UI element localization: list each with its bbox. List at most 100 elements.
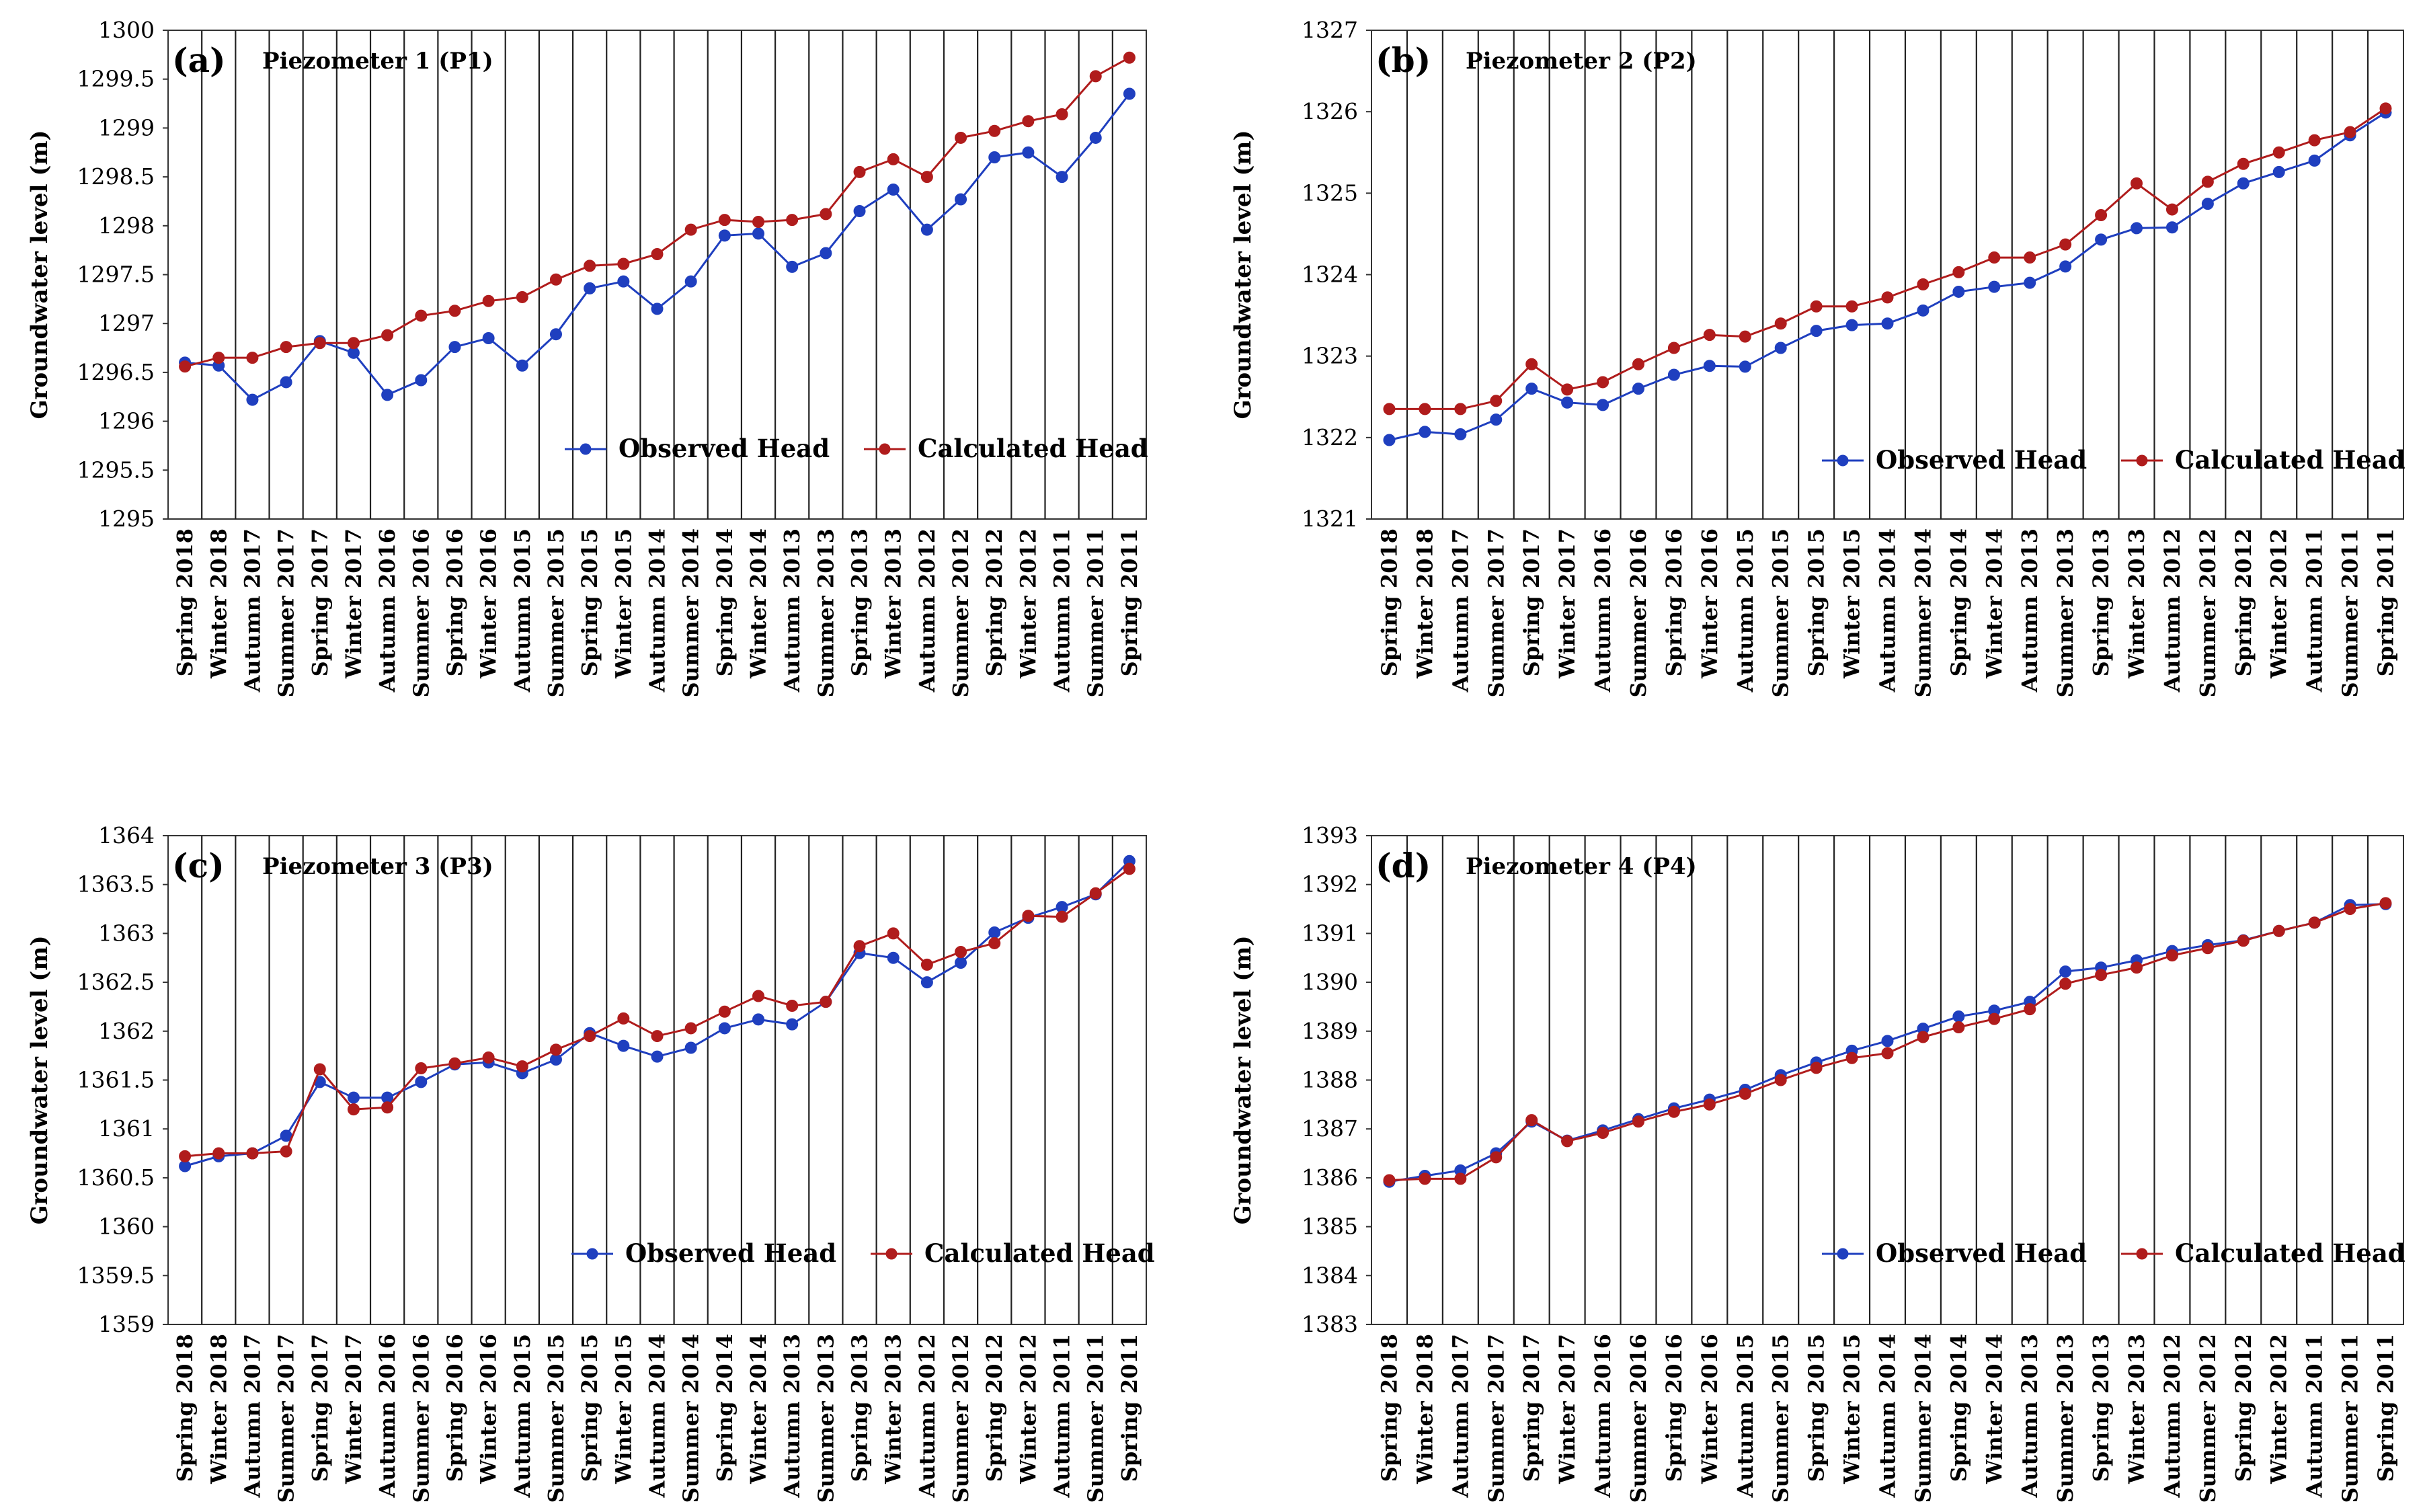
data-point-calculated (584, 260, 596, 272)
x-tick-label: Winter 2017 (1554, 1334, 1580, 1484)
data-point-calculated (2201, 942, 2214, 955)
data-point-calculated (516, 1060, 528, 1073)
x-tick-label: Summer 2017 (1483, 528, 1509, 698)
x-tick-label: Summer 2011 (1083, 1334, 1109, 1503)
data-point-observed (2059, 965, 2072, 978)
x-tick-label: Autumn 2013 (779, 1334, 805, 1498)
x-tick-label: Summer 2015 (1768, 1334, 1794, 1503)
y-tick-label: 1325 (1302, 180, 1358, 206)
x-tick-label: Autumn 2013 (2017, 1334, 2042, 1498)
data-point-calculated (1561, 383, 1574, 396)
x-tick-label: Spring 2018 (172, 1334, 198, 1482)
y-tick-label: 1297.5 (77, 262, 155, 288)
data-point-calculated (2131, 177, 2143, 190)
data-point-calculated (2237, 157, 2250, 170)
x-tick-label: Winter 2016 (476, 528, 502, 679)
x-tick-label: Summer 2013 (2053, 528, 2078, 698)
data-point-calculated (1089, 70, 1102, 83)
x-tick-label: Spring 2011 (2373, 528, 2399, 676)
data-point-calculated (1952, 266, 1965, 278)
data-point-calculated (212, 352, 225, 364)
data-point-calculated (988, 937, 1001, 949)
x-tick-label: Winter 2014 (1981, 528, 2007, 679)
x-tick-label: Summer 2016 (408, 528, 434, 698)
legend: Observed Head Calculated Head (1822, 445, 2405, 475)
data-point-calculated (1703, 329, 1716, 342)
data-point-observed (988, 151, 1001, 164)
data-point-observed (1703, 360, 1716, 372)
data-point-calculated (313, 337, 326, 350)
x-tick-label: Spring 2016 (442, 1334, 467, 1482)
data-point-calculated (482, 1051, 495, 1064)
data-point-calculated (2308, 916, 2321, 929)
y-tick-label: 1386 (1302, 1164, 1358, 1191)
data-point-observed (1419, 426, 1431, 438)
data-point-observed (280, 376, 292, 389)
data-point-observed (617, 1039, 630, 1052)
x-tick-label: Winter 2012 (2266, 528, 2292, 679)
x-tick-label: Winter 2013 (2124, 1334, 2149, 1484)
data-point-calculated (2237, 934, 2250, 947)
legend-swatch-marker (2136, 454, 2148, 467)
data-point-calculated (347, 337, 360, 350)
y-tick-label: 1296.5 (77, 359, 155, 385)
data-point-calculated (2095, 969, 2108, 982)
x-tick-label: Spring 2015 (577, 528, 602, 676)
legend-swatch-marker (580, 443, 592, 455)
x-tick-label: Summer 2012 (948, 1334, 973, 1503)
plot-area (167, 835, 1147, 1325)
data-point-calculated (1056, 910, 1068, 923)
data-point-calculated (1089, 887, 1102, 900)
x-tick-label: Spring 2015 (1804, 528, 1829, 676)
legend-label: Calculated Head (918, 434, 1148, 463)
x-tick-label: Autumn 2016 (1590, 528, 1616, 692)
panel-title: Piezometer 4 (P4) (1466, 853, 1697, 880)
x-tick-label: Spring 2018 (1376, 1334, 1402, 1482)
legend-label: Observed Head (1876, 445, 2087, 475)
x-tick-label: Autumn 2011 (2302, 528, 2327, 692)
y-tick-label: 1299.5 (77, 66, 155, 92)
x-tick-label: Summer 2011 (2338, 528, 2363, 698)
data-point-calculated (1525, 358, 1538, 370)
data-point-observed (549, 328, 562, 341)
x-tick-label: Summer 2017 (274, 528, 299, 698)
data-point-observed (1022, 146, 1035, 159)
data-point-calculated (1810, 300, 1823, 313)
data-point-calculated (820, 208, 832, 221)
x-tick-label: Spring 2014 (1946, 1334, 1971, 1482)
x-tick-label: Spring 2012 (2231, 1334, 2256, 1482)
data-point-calculated (2344, 903, 2356, 916)
data-point-calculated (1561, 1135, 1574, 1148)
panel-title: Piezometer 3 (P3) (262, 853, 493, 880)
data-point-calculated (2165, 203, 2178, 216)
data-point-calculated (1774, 1074, 1787, 1086)
data-point-observed (988, 926, 1001, 939)
data-point-calculated (1667, 1105, 1680, 1118)
x-tick-label: Winter 2018 (206, 1334, 231, 1484)
x-tick-label: Summer 2014 (678, 528, 704, 698)
data-point-observed (584, 282, 596, 294)
panel-label: (c) (172, 846, 225, 885)
y-tick-label: 1385 (1302, 1213, 1358, 1240)
data-point-calculated (482, 294, 495, 307)
data-point-calculated (1881, 291, 1894, 304)
x-tick-label: Spring 2016 (442, 528, 467, 676)
legend: Observed Head Calculated Head (1822, 1238, 2405, 1268)
x-tick-label: Summer 2012 (2195, 528, 2221, 698)
data-point-calculated (1667, 342, 1680, 354)
data-point-calculated (1739, 1087, 1751, 1100)
data-point-observed (1123, 87, 1136, 100)
data-point-calculated (584, 1030, 596, 1043)
legend-label: Observed Head (619, 434, 830, 463)
data-point-observed (415, 374, 428, 387)
y-tick-label: 1296 (98, 408, 155, 434)
x-tick-label: Autumn 2015 (1733, 1334, 1758, 1498)
x-tick-label: Winter 2014 (746, 1334, 771, 1484)
plot-area (167, 30, 1147, 520)
x-tick-label: Winter 2017 (1554, 528, 1580, 679)
data-point-observed (1383, 434, 1396, 446)
legend-label: Observed Head (1876, 1238, 2087, 1268)
data-point-observed (482, 332, 495, 345)
data-point-calculated (1917, 278, 1929, 291)
